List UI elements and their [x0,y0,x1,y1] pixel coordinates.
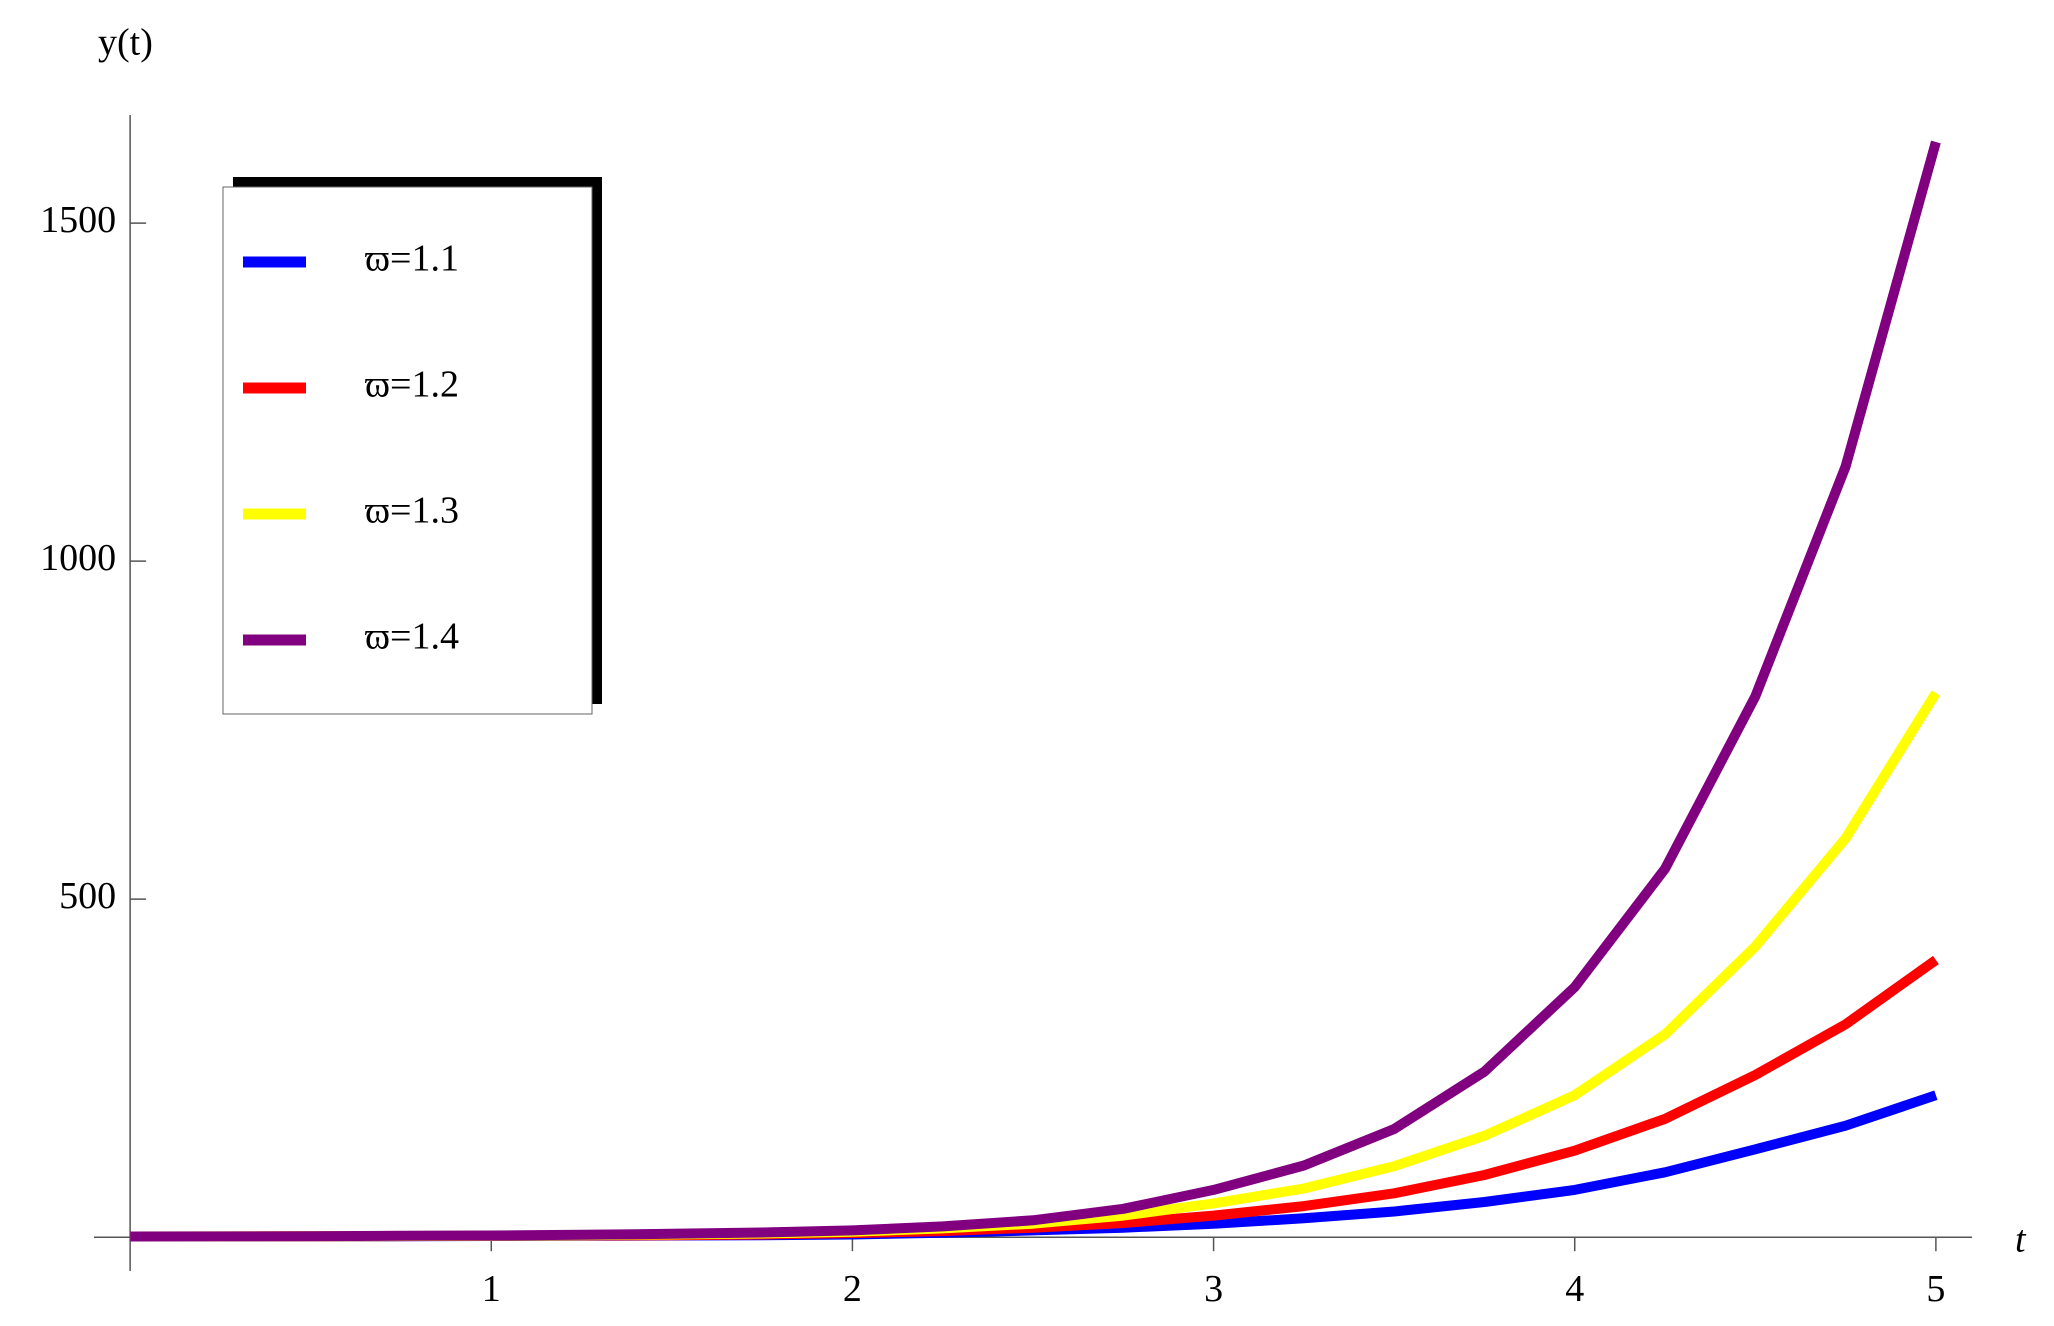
legend-label: ϖ=1.2 [365,364,459,406]
x-tick-label: 2 [843,1268,862,1310]
legend-label: ϖ=1.3 [365,490,459,532]
y-tick-label: 500 [59,875,116,917]
legend-box [222,186,593,715]
y-axis-label: y(t) [98,22,153,64]
series-line [130,140,1941,1242]
x-tick-label: 4 [1565,1268,1584,1310]
x-tick-label: 1 [482,1268,501,1310]
legend-label: ϖ=1.4 [365,616,459,658]
legend-label: ϖ=1.1 [365,238,459,280]
x-tick-label: 5 [1926,1268,1945,1310]
x-axis-label: t [2015,1219,2027,1261]
y-tick-label: 1500 [40,199,116,241]
y-tick-label: 1000 [40,537,116,579]
x-tick-label: 3 [1204,1268,1223,1310]
